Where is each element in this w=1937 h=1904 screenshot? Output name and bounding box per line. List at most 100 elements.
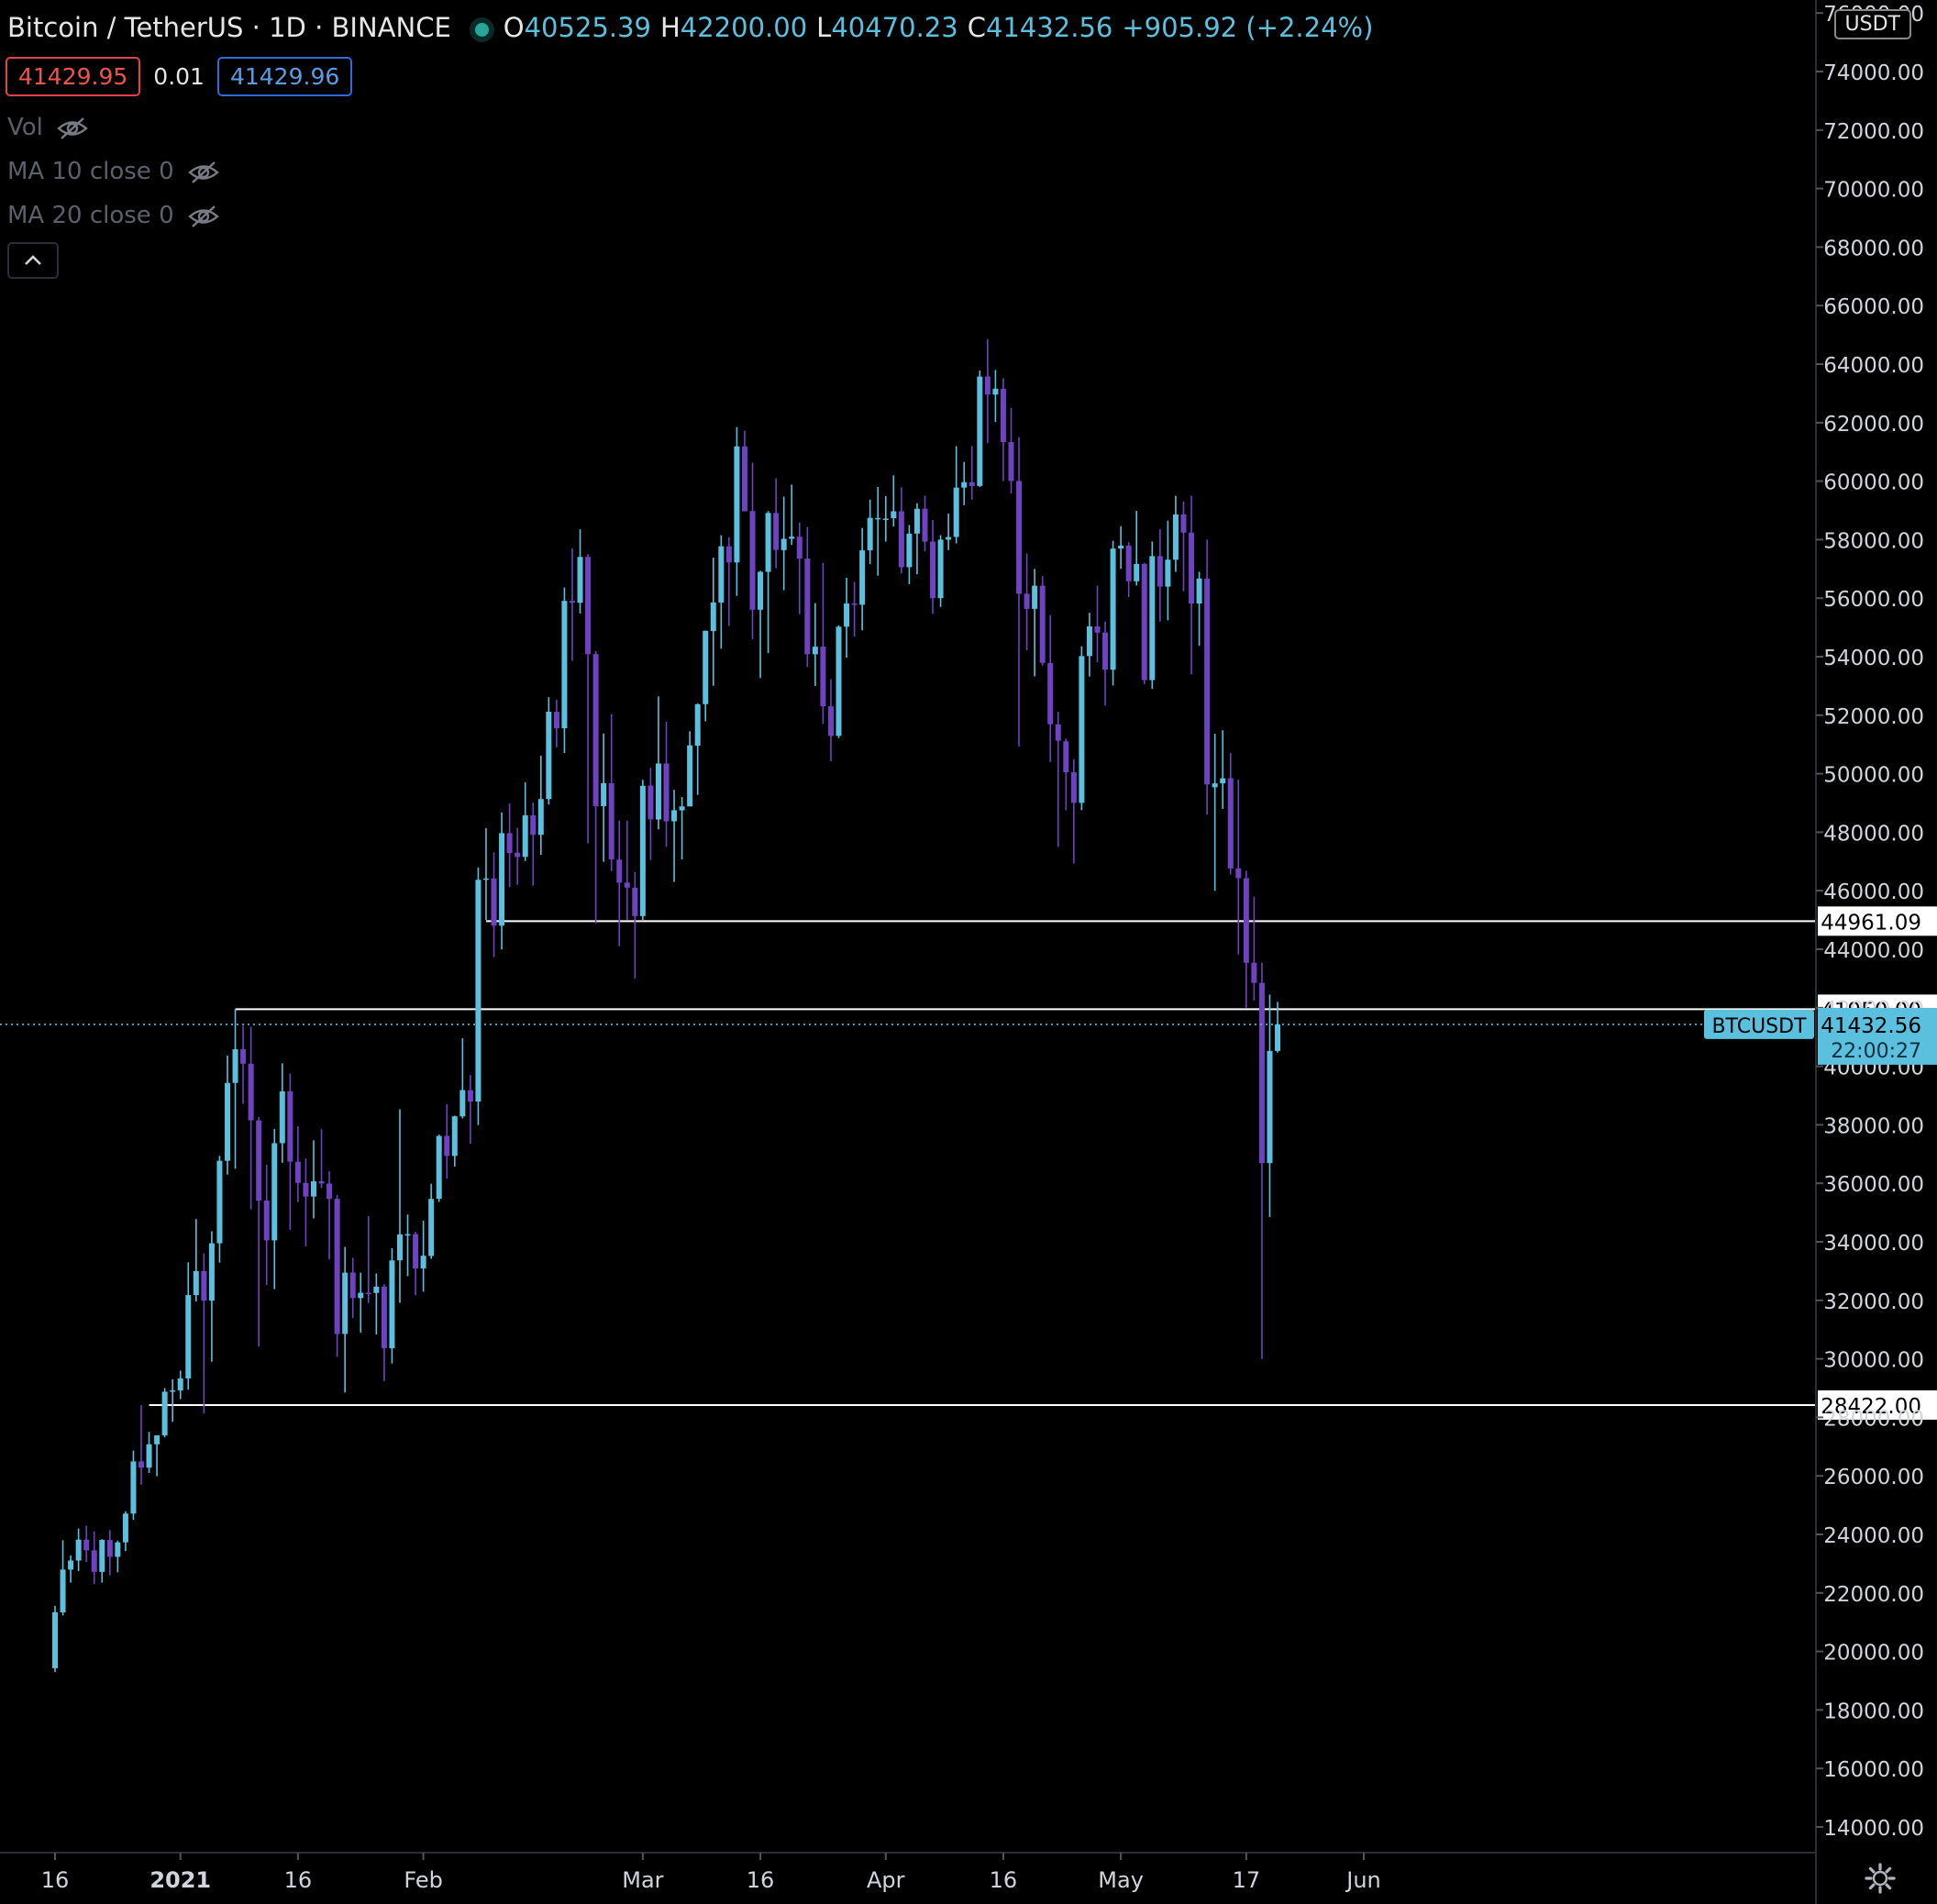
price-tick-label: 20000.00 bbox=[1823, 1642, 1924, 1666]
bar-countdown-label: 22:00:27 bbox=[1831, 1040, 1921, 1063]
candle-down bbox=[804, 526, 811, 668]
candle-up bbox=[1110, 540, 1116, 686]
candle-down bbox=[1102, 621, 1109, 706]
candle-body bbox=[436, 1135, 442, 1200]
candle-body bbox=[749, 511, 756, 610]
candle-body bbox=[569, 601, 575, 603]
candle-down bbox=[773, 478, 780, 569]
candle-body bbox=[718, 546, 725, 603]
candle-body bbox=[68, 1560, 74, 1570]
candle-down bbox=[365, 1216, 371, 1303]
candle-body bbox=[389, 1260, 395, 1349]
change-value: +905.92 (+2.24%) bbox=[1122, 12, 1374, 43]
candle-down bbox=[1251, 896, 1257, 1001]
candle-down bbox=[349, 1257, 356, 1319]
candle-up bbox=[482, 827, 489, 921]
candle-up bbox=[161, 1388, 168, 1438]
buy-price-button[interactable]: 41429.96 bbox=[216, 57, 353, 96]
candle-up bbox=[404, 1214, 411, 1277]
candle-down bbox=[1258, 962, 1265, 1359]
eye-off-icon[interactable] bbox=[187, 205, 220, 228]
high-label: H bbox=[659, 12, 681, 43]
candle-body bbox=[1008, 442, 1014, 482]
candle-up bbox=[694, 703, 701, 795]
symbol-legend: Bitcoin / TetherUS · 1D · BINANCE O40525.… bbox=[7, 9, 1382, 46]
candle-body bbox=[679, 806, 685, 811]
candle-up bbox=[687, 731, 693, 807]
candle-down bbox=[632, 871, 638, 979]
candle-up bbox=[1196, 571, 1202, 647]
indicator-vol[interactable]: Vol bbox=[7, 114, 89, 141]
level-price-tag bbox=[1818, 906, 1937, 936]
candle-up bbox=[537, 755, 544, 856]
candle-up bbox=[671, 790, 678, 882]
time-tick-label: 17 bbox=[1233, 1867, 1261, 1893]
gear-icon[interactable] bbox=[1864, 1862, 1897, 1895]
price-tick-label: 46000.00 bbox=[1823, 880, 1924, 904]
candle-body bbox=[968, 482, 975, 486]
indicator-label: MA 20 close 0 bbox=[7, 202, 174, 229]
eye-off-icon[interactable] bbox=[56, 116, 89, 140]
candle-down bbox=[820, 562, 826, 725]
candle-up bbox=[758, 570, 764, 679]
candle-body bbox=[1220, 778, 1226, 784]
time-tick-label: 16 bbox=[41, 1867, 70, 1893]
candle-down bbox=[796, 522, 802, 614]
candle-down bbox=[256, 1116, 262, 1347]
candle-body bbox=[52, 1612, 58, 1668]
candle-up bbox=[170, 1378, 176, 1422]
currency-badge[interactable]: USDT bbox=[1833, 9, 1911, 39]
candle-body bbox=[953, 487, 959, 537]
candle-up bbox=[522, 781, 528, 861]
candle-body bbox=[624, 882, 630, 888]
price-tick-label: 36000.00 bbox=[1823, 1173, 1924, 1197]
candle-down bbox=[968, 446, 975, 500]
candle-body bbox=[827, 706, 834, 736]
candle-up bbox=[420, 1221, 426, 1292]
candle-body bbox=[1251, 962, 1257, 983]
candle-down bbox=[1008, 407, 1014, 493]
collapse-legend-button[interactable] bbox=[7, 242, 59, 279]
candle-down bbox=[553, 699, 559, 747]
candle-body bbox=[1063, 741, 1069, 773]
candle-body bbox=[342, 1272, 349, 1334]
price-tick-label: 48000.00 bbox=[1823, 822, 1924, 846]
candle-body bbox=[1141, 563, 1147, 681]
candle-body bbox=[381, 1286, 387, 1348]
low-label: L bbox=[816, 12, 832, 43]
candle-body bbox=[734, 446, 740, 563]
quote-bar: 41429.95 0.01 41429.96 bbox=[6, 57, 353, 96]
candle-down bbox=[530, 803, 537, 886]
sell-price-button[interactable]: 41429.95 bbox=[6, 57, 141, 96]
candle-up bbox=[75, 1528, 82, 1571]
candle-up bbox=[946, 513, 952, 550]
candle-up bbox=[358, 1272, 364, 1333]
symbol-price-tag bbox=[1704, 1009, 1814, 1039]
candle-body bbox=[608, 782, 614, 859]
spread-value: 0.01 bbox=[153, 63, 205, 90]
candle-body bbox=[106, 1540, 113, 1557]
candle-up bbox=[679, 797, 685, 860]
candle-up bbox=[185, 1262, 192, 1390]
candle-body bbox=[561, 601, 568, 729]
candle-body bbox=[318, 1180, 325, 1184]
candle-up bbox=[146, 1432, 152, 1473]
candle-up bbox=[734, 426, 740, 596]
candle-up bbox=[475, 867, 481, 1125]
symbol-title[interactable]: Bitcoin / TetherUS · 1D · BINANCE bbox=[7, 12, 451, 43]
price-tick-label: 14000.00 bbox=[1823, 1817, 1924, 1841]
candle-body bbox=[789, 537, 795, 539]
candle-down bbox=[318, 1129, 325, 1189]
eye-off-icon[interactable] bbox=[187, 161, 220, 184]
candle-up bbox=[546, 697, 552, 805]
candle-body bbox=[201, 1270, 207, 1301]
indicator-ma10[interactable]: MA 10 close 0 bbox=[7, 158, 220, 185]
candle-body bbox=[327, 1183, 333, 1200]
indicator-ma20[interactable]: MA 20 close 0 bbox=[7, 202, 220, 229]
candle-up bbox=[710, 557, 716, 686]
candle-body bbox=[930, 541, 936, 599]
candle-body bbox=[796, 537, 802, 559]
candle-body bbox=[91, 1550, 97, 1572]
